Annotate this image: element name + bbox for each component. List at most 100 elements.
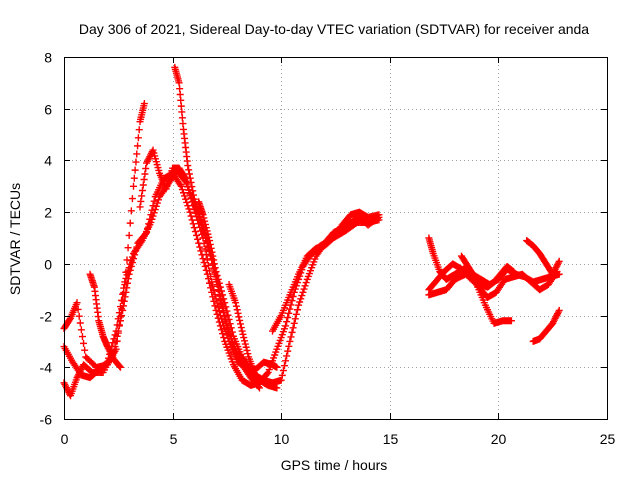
data-point-marker	[232, 302, 240, 310]
data-point-marker	[108, 351, 116, 359]
data-point-marker	[135, 126, 143, 134]
data-point-marker	[280, 362, 288, 370]
data-point-marker	[136, 203, 144, 211]
data-point-marker	[286, 305, 294, 313]
data-point-marker	[181, 192, 189, 200]
data-point-marker	[219, 291, 227, 299]
data-point-marker	[286, 337, 294, 345]
data-point-marker	[124, 267, 132, 275]
data-point-marker	[292, 310, 300, 318]
data-point-marker	[116, 362, 124, 370]
data-point-marker	[226, 320, 234, 328]
data-point-marker	[299, 288, 307, 296]
series-track-5	[86, 270, 124, 371]
data-point-marker	[126, 219, 134, 227]
data-point-marker	[149, 212, 157, 220]
data-point-marker	[283, 318, 291, 326]
x-tick-label: 10	[274, 431, 290, 447]
data-point-marker	[293, 306, 301, 314]
data-point-marker	[217, 287, 225, 295]
data-point-marker	[187, 178, 195, 186]
data-point-marker	[201, 245, 209, 253]
data-point-marker	[208, 248, 216, 256]
data-point-marker	[263, 370, 271, 378]
data-point-marker	[112, 327, 120, 335]
data-point-marker	[108, 352, 116, 360]
data-point-marker	[179, 189, 187, 197]
data-point-marker	[550, 318, 558, 326]
data-point-marker	[196, 243, 204, 251]
data-point-marker	[138, 186, 146, 194]
data-point-marker	[295, 301, 303, 309]
data-point-marker	[199, 211, 207, 219]
tick-labels: 0 5 10 15 20 25 -6 -4 -2 0 2 4 6 8	[40, 50, 616, 448]
data-point-marker	[130, 182, 138, 190]
data-point-marker	[192, 231, 200, 239]
data-point-marker	[120, 284, 128, 292]
data-point-marker	[73, 299, 81, 307]
data-point-marker	[227, 324, 235, 332]
data-point-marker	[109, 339, 117, 347]
data-point-marker	[549, 270, 557, 278]
data-point-marker	[148, 148, 156, 156]
y-tick-label: -6	[40, 412, 53, 428]
data-point-marker	[110, 335, 118, 343]
axis-ticks	[64, 57, 608, 420]
data-point-marker	[211, 291, 219, 299]
data-point-marker	[148, 215, 156, 223]
data-point-marker	[224, 311, 232, 319]
data-point-marker	[554, 308, 562, 316]
data-point-marker	[132, 158, 140, 166]
data-point-marker	[213, 271, 221, 279]
series-track-8	[225, 281, 259, 379]
data-point-marker	[66, 315, 74, 323]
data-point-marker	[134, 134, 142, 142]
chart-title: Day 306 of 2021, Sidereal Day-to-day VTE…	[79, 21, 589, 37]
data-point-marker	[278, 371, 286, 379]
data-point-marker	[206, 240, 214, 248]
x-axis-label: GPS time / hours	[281, 457, 388, 473]
y-axis-label: SDTVAR / TECUs	[7, 183, 23, 295]
data-point-marker	[134, 142, 142, 150]
data-point-marker	[241, 340, 249, 348]
data-point-marker	[214, 275, 222, 283]
data-marks	[60, 63, 563, 400]
data-point-marker	[550, 316, 558, 324]
data-point-marker	[206, 237, 214, 245]
data-point-marker	[123, 271, 131, 279]
data-point-marker	[251, 371, 259, 379]
data-point-marker	[153, 199, 161, 207]
data-point-marker	[185, 166, 193, 174]
data-point-marker	[78, 333, 86, 341]
data-point-marker	[199, 255, 207, 263]
data-point-marker	[220, 295, 228, 303]
data-point-marker	[116, 363, 124, 371]
data-point-marker	[282, 357, 290, 365]
data-point-marker	[221, 299, 229, 307]
data-point-marker	[190, 191, 198, 199]
data-point-marker	[76, 319, 84, 327]
data-point-marker	[552, 313, 560, 321]
data-point-marker	[137, 238, 145, 246]
data-point-marker	[255, 384, 263, 392]
data-point-marker	[210, 260, 218, 268]
data-point-marker	[301, 282, 309, 290]
data-point-marker	[205, 233, 213, 241]
data-point-marker	[147, 218, 155, 226]
data-point-marker	[225, 315, 233, 323]
data-point-marker	[551, 265, 559, 273]
data-point-marker	[186, 208, 194, 216]
data-point-marker	[122, 274, 130, 282]
data-point-marker	[211, 264, 219, 272]
data-point-marker	[240, 334, 248, 342]
data-point-marker	[232, 299, 240, 307]
data-point-marker	[234, 309, 242, 317]
y-tick-label: -2	[40, 309, 53, 325]
x-tick-label: 5	[170, 431, 178, 447]
data-point-marker	[188, 183, 196, 191]
data-point-marker	[113, 321, 121, 329]
data-point-marker	[128, 253, 136, 261]
data-point-marker	[296, 298, 304, 306]
data-point-marker	[553, 311, 561, 319]
